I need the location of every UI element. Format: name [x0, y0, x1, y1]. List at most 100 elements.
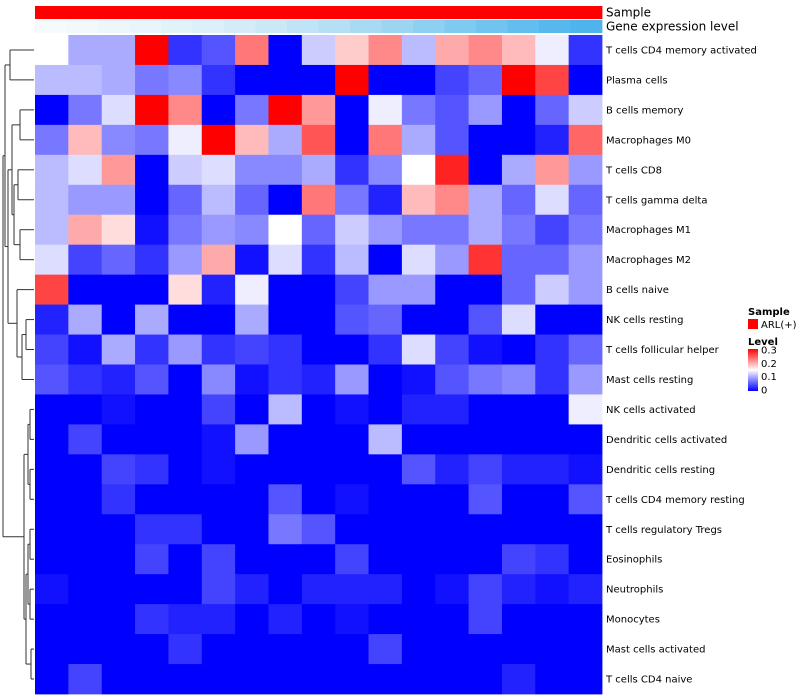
annotation-label: Sample [606, 6, 651, 20]
heatmap-cell [68, 244, 103, 276]
heatmap-cell [401, 364, 436, 395]
heatmap-cell [68, 154, 103, 186]
heatmap-cell [235, 454, 269, 485]
heatmap-cell [235, 124, 269, 156]
heatmap-cell [368, 184, 403, 216]
heatmap-cell [468, 424, 503, 455]
heatmap-cell [35, 514, 69, 545]
heatmap-cell [201, 634, 236, 665]
annotation-cell [192, 20, 225, 33]
heatmap-cell [101, 484, 136, 515]
heatmap-cell [335, 544, 369, 575]
heatmap-cell [68, 454, 103, 485]
heatmap-cell [35, 184, 69, 216]
heatmap-cell [235, 154, 269, 186]
heatmap-cell [568, 424, 603, 455]
row-label: Mast cells resting [606, 375, 693, 386]
heatmap-cell [135, 394, 169, 425]
heatmap-cell [401, 184, 436, 216]
heatmap-cell [501, 544, 536, 575]
heatmap-cell [35, 484, 69, 515]
heatmap-cell [268, 364, 303, 395]
heatmap-cell [268, 124, 303, 156]
heatmap-cell [168, 184, 203, 216]
heatmap-cell [435, 634, 469, 665]
heatmap-cell [301, 454, 336, 485]
heatmap-cell [335, 604, 369, 635]
heatmap-cell [35, 64, 69, 96]
heatmap-cell [368, 604, 403, 635]
heatmap-cell [101, 154, 136, 186]
heatmap-cell [168, 64, 203, 96]
annotation-cell [539, 6, 571, 19]
heatmap-cell [168, 274, 203, 305]
heatmap-cell [501, 184, 536, 216]
row-label: Monocytes [606, 615, 660, 626]
heatmap-cell [568, 514, 603, 545]
heatmap-cell [68, 574, 103, 605]
heatmap-cell [235, 394, 269, 425]
heatmap-cell [435, 64, 469, 96]
sample-legend-swatch [748, 319, 758, 329]
heatmap-cell [235, 364, 269, 395]
heatmap-cell [401, 514, 436, 545]
heatmap-cell [401, 244, 436, 276]
heatmap-cell [35, 334, 69, 365]
heatmap-cell [535, 604, 570, 635]
heatmap-cell [501, 334, 536, 365]
heatmap-cell [101, 304, 136, 335]
heatmap-cell [135, 364, 169, 395]
heatmap-cell [535, 664, 570, 695]
heatmap-cell [368, 154, 403, 186]
heatmap-cell [35, 35, 69, 66]
heatmap-cell [401, 544, 436, 575]
heatmap-cell [568, 604, 603, 635]
heatmap-cell [401, 574, 436, 605]
heatmap-cell [68, 214, 103, 246]
heatmap-cell [268, 394, 303, 425]
heatmap-cell [201, 184, 236, 216]
heatmap-cell [168, 604, 203, 635]
heatmap-cell [68, 124, 103, 156]
annotation-cell [507, 20, 540, 33]
heatmap-cell [268, 664, 303, 695]
heatmap-cell [235, 64, 269, 96]
heatmap-cell [335, 35, 369, 66]
heatmap-cell [135, 634, 169, 665]
heatmap-cell [401, 334, 436, 365]
heatmap-cell [135, 154, 169, 186]
annotation-cell [413, 20, 445, 33]
heatmap-cell [68, 64, 103, 96]
heatmap-cell [168, 334, 203, 365]
heatmap-cell [501, 274, 536, 305]
heatmap-cell [201, 394, 236, 425]
heatmap-cell [368, 394, 403, 425]
heatmap-cell [35, 424, 69, 455]
heatmap-cell [35, 124, 69, 156]
row-labels: T cells CD4 memory activated Plasma cells… [605, 45, 757, 685]
heatmap-cell [268, 244, 303, 276]
heatmap-cell [501, 454, 536, 485]
heatmap-cell [35, 94, 69, 126]
heatmap-cell [101, 634, 136, 665]
annotation-cell [255, 6, 288, 19]
heatmap-cell [301, 214, 336, 246]
heatmap-cell [335, 484, 369, 515]
heatmap-cell [235, 304, 269, 335]
heatmap-cell [101, 424, 136, 455]
heatmap-cell [335, 94, 369, 126]
heatmap-cell [268, 604, 303, 635]
heatmap-cell [435, 124, 469, 156]
heatmap-cell [68, 184, 103, 216]
heatmap-cell [135, 334, 169, 365]
heatmap-cell [368, 544, 403, 575]
heatmap-cell [135, 184, 169, 216]
heatmap-cell [301, 484, 336, 515]
level-colorbar [748, 349, 758, 391]
heatmap-cell [101, 274, 136, 305]
heatmap-cell [435, 484, 469, 515]
heatmap-cell [268, 334, 303, 365]
heatmap-cell [435, 514, 469, 545]
heatmap-cell [368, 574, 403, 605]
